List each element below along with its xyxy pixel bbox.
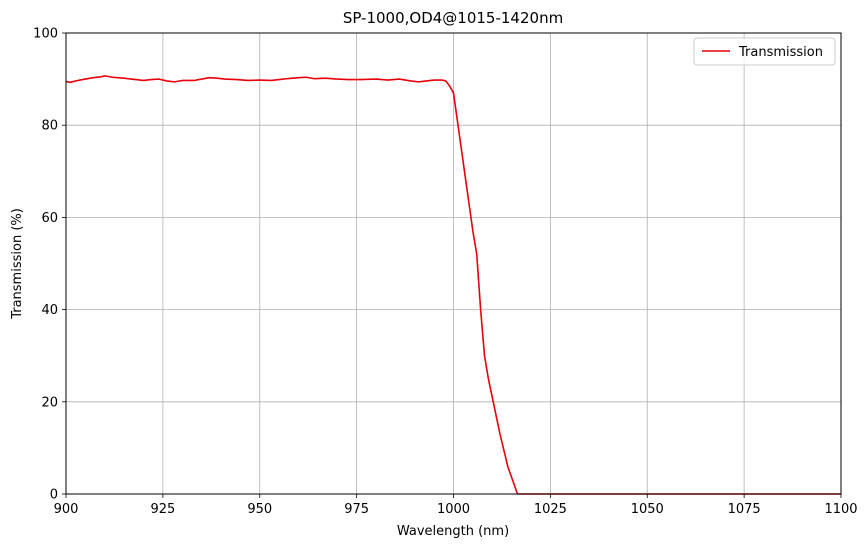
x-tick-label: 1100 [824,502,857,517]
x-tick-label: 1000 [437,502,470,517]
series-line-0 [65,75,841,495]
x-tick-label: 950 [247,502,272,517]
ticks: 900 925 950 975 1000 1025 1050 1075 1100 0 20 40 60 8… [33,27,857,518]
x-tick-label: 975 [344,502,369,517]
legend-box [693,37,836,66]
grid [66,33,841,494]
x-axis-label: Wavelength (nm) [397,524,509,539]
x-tick-label: 925 [150,502,175,517]
y-tick-label: 20 [41,395,58,410]
x-tick-label: 1050 [631,502,664,517]
legend-label-transmission: Transmission [738,45,823,60]
y-tick-label: 40 [41,303,58,318]
y-tick-label: 0 [50,488,58,503]
y-tick-label: 60 [41,211,58,226]
legend: Transmission [693,37,836,66]
x-tick-label: 1075 [728,502,761,517]
chart-title: SP-1000,OD4@1015-1420nm [343,9,563,27]
y-tick-label: 80 [41,119,58,134]
x-tick-label: 1025 [534,502,567,517]
series-layer [65,75,841,495]
y-axis-label: Transmission (%) [10,208,25,320]
x-tick-label: 900 [54,502,79,517]
y-tick-label: 100 [33,27,58,42]
